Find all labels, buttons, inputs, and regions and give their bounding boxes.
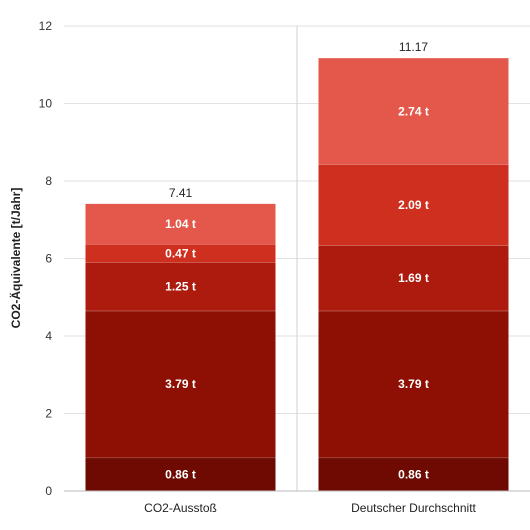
segment-label: 0.47 t [165,246,196,260]
total-label: 11.17 [399,40,428,54]
bar-segment [85,244,276,263]
y-tick-label: 2 [45,407,52,421]
segment-label: 1.04 t [165,217,196,231]
y-axis-title: CO2-Äquivalente [t/Jahr] [8,188,23,329]
segment-labels: 0.86 t 3.79 t 1.25 t 0.47 t 1.04 t 0.86 t 3.79… [165,104,429,481]
segment-label: 2.09 t [398,198,429,212]
bar-segment [318,164,509,246]
y-tick-label: 8 [45,174,52,188]
y-tick-label: 6 [45,252,52,266]
bar-segment [85,310,276,458]
y-tick-labels: 0 2 4 6 8 10 12 [39,19,53,498]
bar-segment [318,457,509,491]
segment-label: 1.69 t [398,271,429,285]
segment-label: 3.79 t [398,377,429,391]
y-tick-label: 10 [39,97,53,111]
segment-label: 1.25 t [165,280,196,294]
bar-segment [85,457,276,491]
bar-segment [318,310,509,458]
bar-segment [318,58,509,165]
y-tick-label: 4 [45,329,52,343]
segment-label: 3.79 t [165,377,196,391]
bar-segment [318,245,509,311]
total-labels: 7.41 11.17 [169,40,429,200]
bar-segment [85,203,276,245]
y-tick-label: 0 [45,484,52,498]
x-category-labels: CO2-Ausstoß Deutscher Durchschnitt [144,501,476,515]
segment-label: 2.74 t [398,104,429,118]
total-label: 7.41 [169,186,193,200]
y-tick-label: 12 [39,19,53,33]
x-category-label: Deutscher Durchschnitt [351,501,476,515]
bars [85,58,509,491]
bar-segment [85,262,276,311]
segment-label: 0.86 t [165,467,196,481]
segment-label: 0.86 t [398,467,429,481]
x-category-label: CO2-Ausstoß [144,501,217,515]
